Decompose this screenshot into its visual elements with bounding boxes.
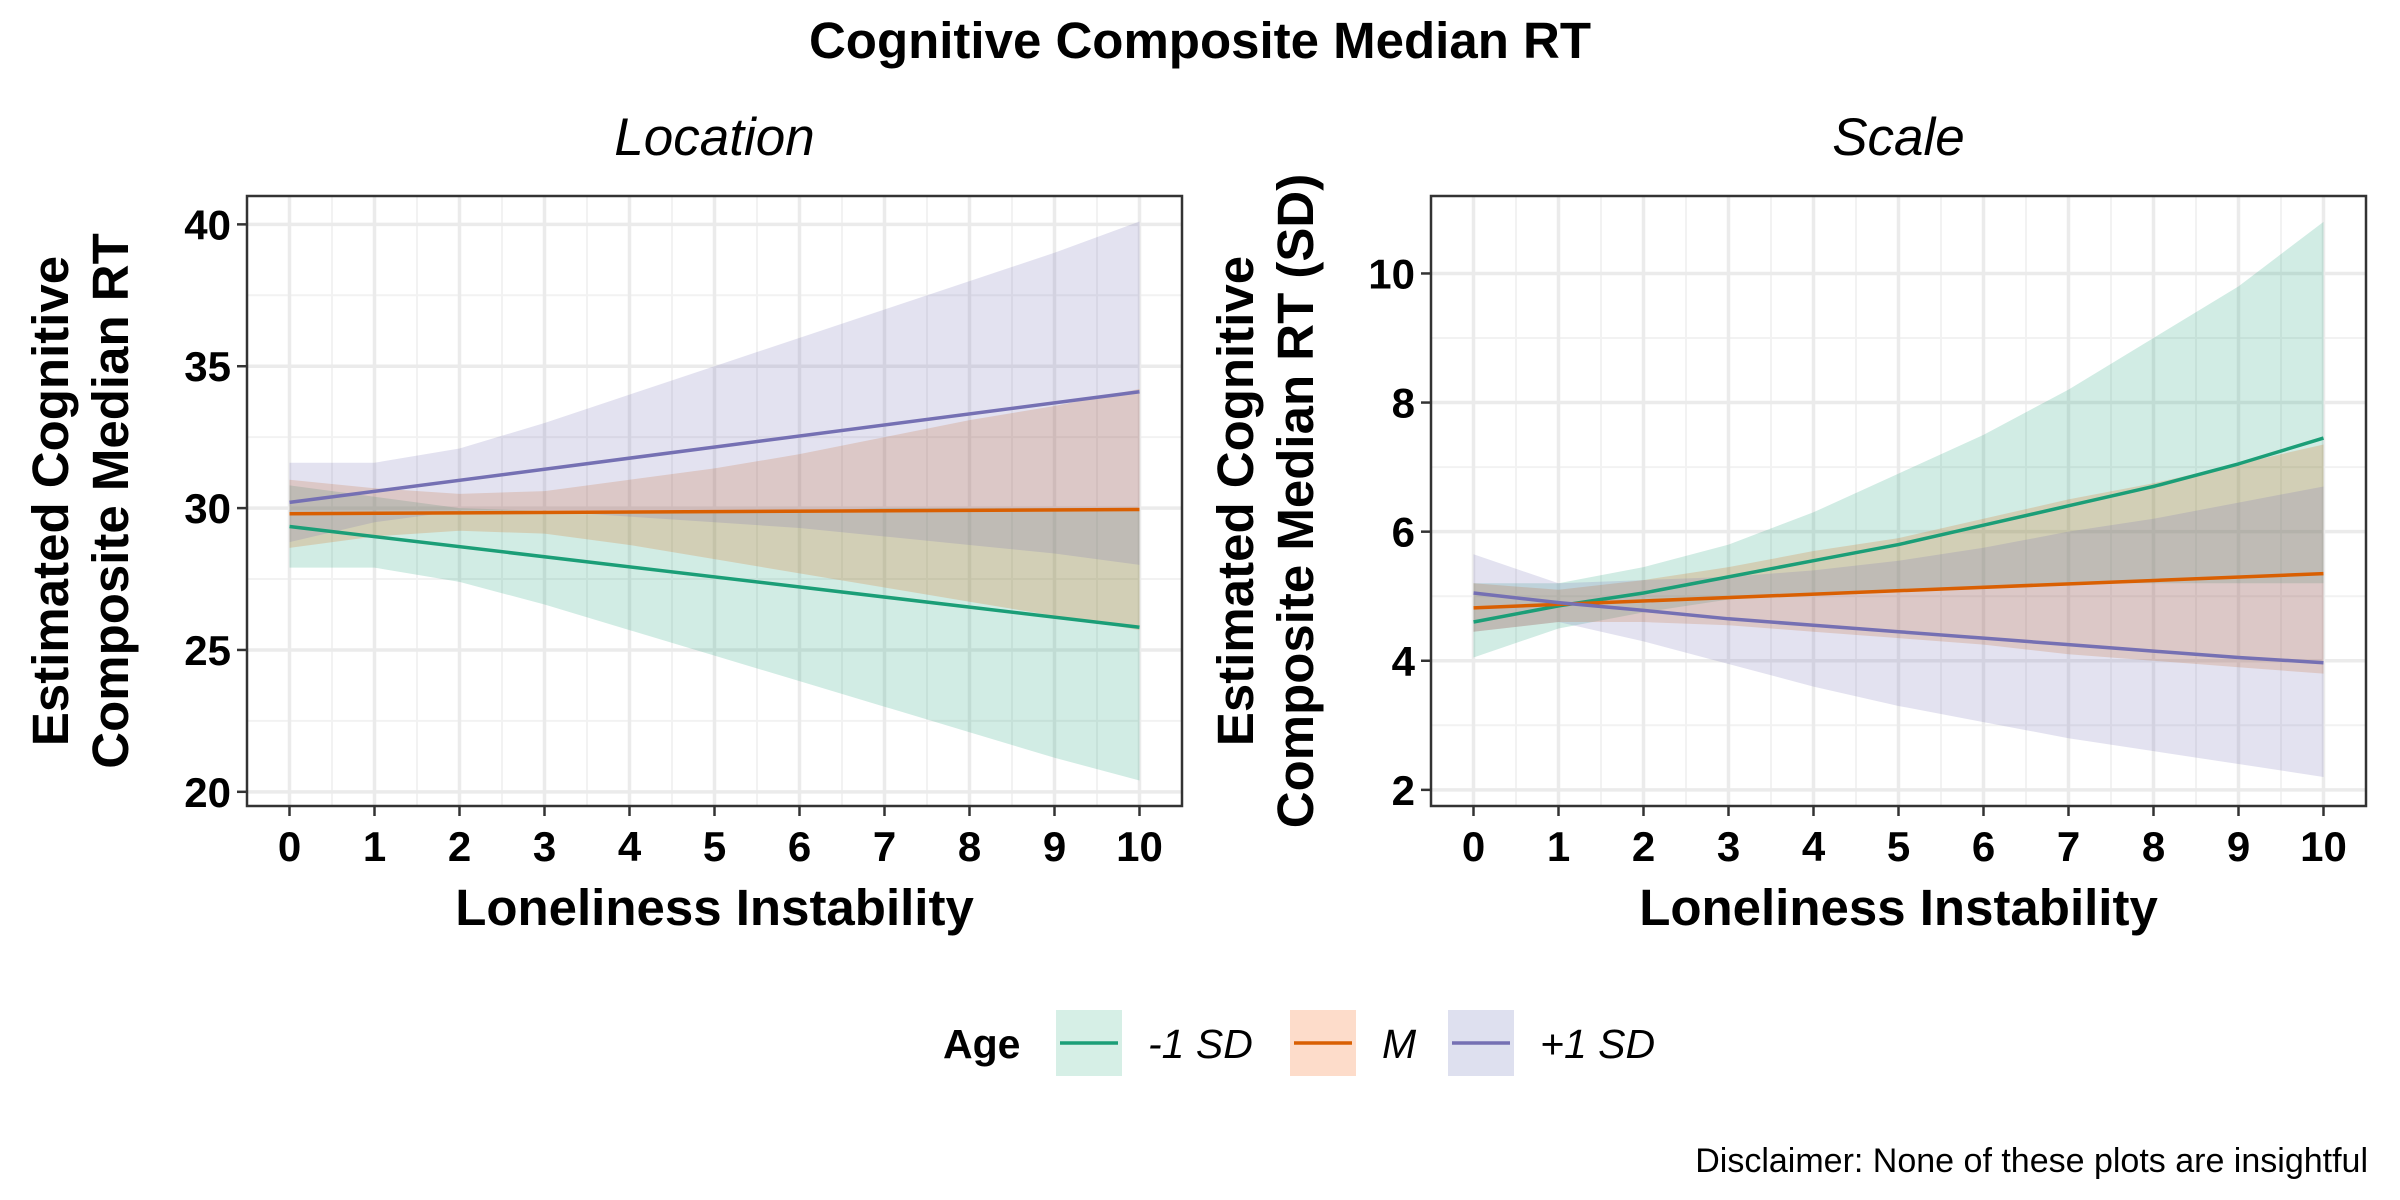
y-axis-title: Estimated Cognitive xyxy=(22,256,79,746)
x-tick-label: 8 xyxy=(958,823,981,870)
series-line xyxy=(1473,571,2324,610)
y-axis-title: Composite Median RT (SD) xyxy=(1267,174,1324,829)
x-tick-label: 9 xyxy=(1043,823,1066,870)
ci-ribbon xyxy=(289,221,1140,565)
x-tick-label: 6 xyxy=(788,823,811,870)
x-tick-label: 3 xyxy=(1717,823,1740,870)
legend-label: +1 SD xyxy=(1540,1021,1655,1067)
series-line xyxy=(289,390,1140,505)
series-line xyxy=(1473,591,2324,665)
y-tick-label: 8 xyxy=(1392,380,1415,427)
ci-ribbon xyxy=(1473,221,2324,658)
ci-ribbon xyxy=(289,485,1140,781)
y-tick-label: 6 xyxy=(1392,509,1415,556)
x-tick-label: 3 xyxy=(533,823,556,870)
x-tick-label: 2 xyxy=(1632,823,1655,870)
legend-label: -1 SD xyxy=(1148,1021,1253,1067)
x-tick-label: 7 xyxy=(2057,823,2080,870)
ci-ribbon xyxy=(289,388,1140,631)
caption: Disclaimer: None of these plots are insi… xyxy=(1695,1142,2368,1180)
y-axis-title: Estimated Cognitive xyxy=(1207,256,1264,746)
x-tick-label: 0 xyxy=(1462,823,1485,870)
ci-ribbon xyxy=(1473,444,2324,674)
y-tick-label: 4 xyxy=(1392,638,1416,685)
x-tick-label: 0 xyxy=(278,823,301,870)
x-tick-label: 9 xyxy=(2227,823,2250,870)
x-tick-label: 4 xyxy=(618,823,642,870)
y-tick-label: 35 xyxy=(184,343,231,390)
panel-scale: Scale 0 1 2 3 4 5 6 7 8 9 10 2 4 6 8 10 Loneliness Instab… xyxy=(1207,108,2368,936)
series-line xyxy=(289,507,1140,516)
x-tick-label: 8 xyxy=(2142,823,2165,870)
series-line xyxy=(1473,436,2325,624)
x-axis-title: Loneliness Instability xyxy=(455,879,974,936)
x-tick-label: 1 xyxy=(363,823,386,870)
series-line xyxy=(289,524,1140,629)
legend: Age -1 SD M +1 SD xyxy=(943,1010,1655,1076)
x-tick-label: 5 xyxy=(703,823,726,870)
y-tick-label: 25 xyxy=(184,627,231,674)
x-tick-label: 6 xyxy=(1972,823,1995,870)
facet-title: Location xyxy=(614,108,814,167)
legend-label: M xyxy=(1382,1021,1417,1067)
y-axis-title: Composite Median RT xyxy=(82,233,139,769)
x-tick-label: 10 xyxy=(2300,823,2347,870)
chart-title: Cognitive Composite Median RT xyxy=(809,12,1591,69)
facet-title: Scale xyxy=(1832,108,1965,167)
x-axis-title: Loneliness Instability xyxy=(1639,879,2158,936)
x-tick-label: 2 xyxy=(448,823,471,870)
y-tick-label: 10 xyxy=(1368,250,1415,297)
legend-title: Age xyxy=(943,1021,1020,1067)
x-tick-label: 4 xyxy=(1802,823,1826,870)
x-tick-label: 5 xyxy=(1887,823,1910,870)
y-tick-label: 20 xyxy=(184,769,231,816)
y-tick-label: 2 xyxy=(1392,767,1415,814)
y-tick-label: 30 xyxy=(184,485,231,532)
y-tick-label: 40 xyxy=(184,201,231,248)
x-tick-label: 10 xyxy=(1116,823,1163,870)
x-tick-label: 7 xyxy=(873,823,896,870)
x-tick-label: 1 xyxy=(1547,823,1570,870)
panel-location: Location 0 1 2 3 4 5 6 7 8 9 10 20 25 30 35 40 Loneliness… xyxy=(22,108,1184,936)
